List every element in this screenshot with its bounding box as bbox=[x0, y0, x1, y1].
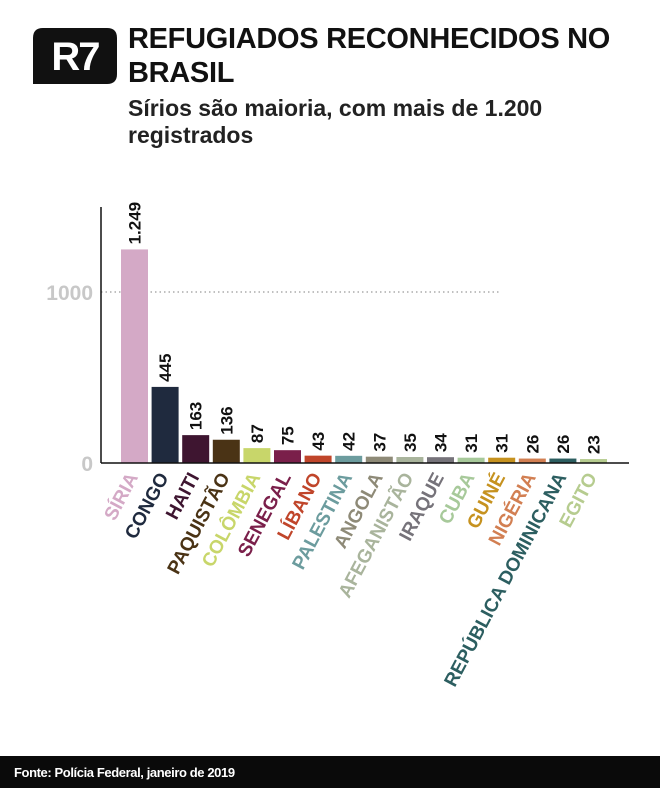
bar bbox=[488, 457, 516, 463]
bar bbox=[274, 450, 301, 463]
value-label: 26 bbox=[523, 435, 542, 454]
bar bbox=[335, 455, 363, 463]
value-label: 23 bbox=[585, 435, 604, 454]
chart-subtitle: Sírios são maioria, com mais de 1.200 re… bbox=[128, 95, 543, 148]
chart-title: REFUGIADOS RECONHECIDOS NO BRASIL bbox=[128, 23, 611, 89]
bar-chart: 0 1000 1.249 445 163 136 87 75 43 42 37 35 34 31 31 26… bbox=[46, 202, 629, 691]
value-label: 136 bbox=[217, 406, 236, 434]
category-labels: SÍRIACONGOHAITIPAQUISTÃOCOLÔMBIASENEGALL… bbox=[100, 469, 602, 691]
bars bbox=[121, 249, 607, 463]
value-label: 43 bbox=[309, 432, 328, 451]
value-label: 1.249 bbox=[126, 202, 145, 245]
footer-bar: Fonte: Polícia Federal, janeiro de 2019 bbox=[0, 756, 660, 788]
y-axis-ticks: 0 1000 bbox=[46, 282, 93, 476]
value-label: 31 bbox=[493, 434, 512, 453]
value-label: 26 bbox=[554, 435, 573, 454]
value-label: 35 bbox=[401, 433, 420, 452]
bar bbox=[396, 457, 424, 463]
bar bbox=[243, 448, 271, 463]
bar bbox=[151, 386, 179, 463]
bar bbox=[518, 458, 546, 463]
r7-logo: R7 bbox=[33, 28, 117, 84]
value-label: 75 bbox=[279, 426, 298, 445]
bar bbox=[212, 439, 240, 463]
value-label: 31 bbox=[462, 434, 481, 453]
bar bbox=[457, 457, 485, 463]
value-label: 87 bbox=[248, 424, 267, 443]
y-tick-label: 0 bbox=[81, 453, 93, 476]
r7-logo-badge bbox=[33, 28, 117, 84]
value-label: 445 bbox=[156, 354, 175, 382]
axes bbox=[100, 207, 629, 464]
value-label: 42 bbox=[340, 432, 359, 451]
bar bbox=[549, 458, 577, 463]
value-labels: 1.249 445 163 136 87 75 43 42 37 35 34 31 31 26 26 23 bbox=[126, 202, 604, 454]
y-tick-label: 1000 bbox=[46, 282, 93, 305]
bar bbox=[121, 249, 148, 463]
r7-logo-text: R7 bbox=[51, 35, 99, 79]
value-label: 34 bbox=[432, 433, 451, 452]
bar bbox=[304, 455, 332, 463]
bar bbox=[365, 456, 393, 463]
bar bbox=[427, 457, 454, 463]
bar bbox=[580, 459, 607, 463]
value-label: 37 bbox=[370, 433, 389, 452]
source-note: Fonte: Polícia Federal, janeiro de 2019 bbox=[14, 765, 235, 780]
value-label: 163 bbox=[187, 402, 206, 430]
bar bbox=[182, 435, 210, 463]
